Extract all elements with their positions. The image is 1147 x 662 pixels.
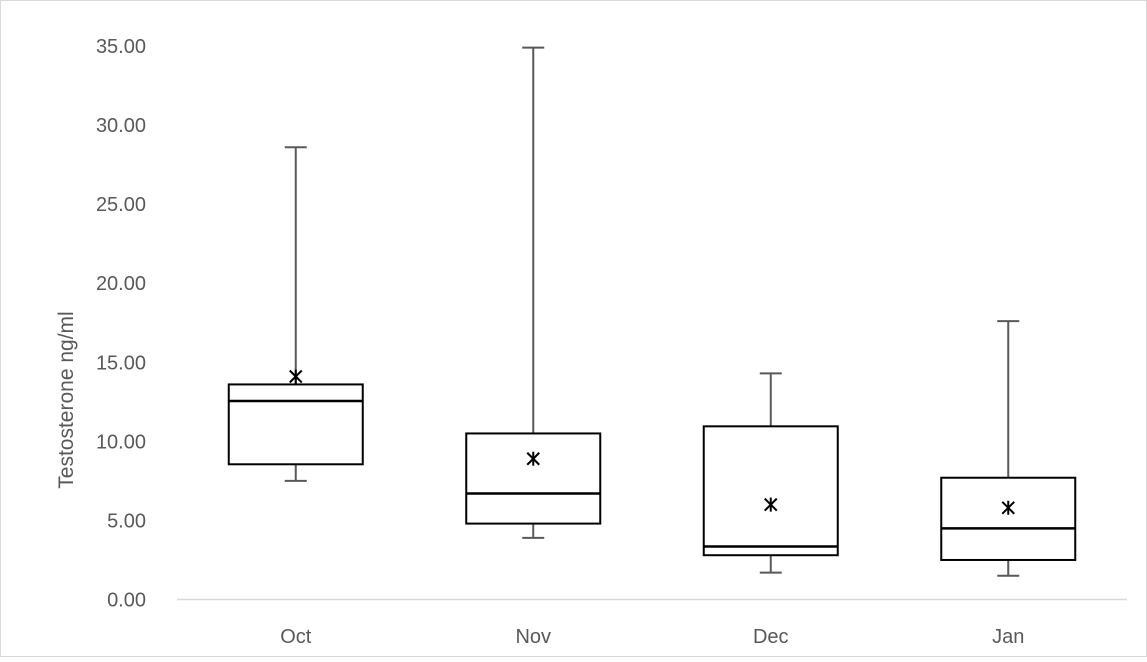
iqr-box	[702, 425, 839, 557]
box-group-nov	[465, 46, 602, 539]
x-axis: Oct Nov Dec Jan	[177, 598, 1127, 648]
box-group-jan	[940, 320, 1077, 577]
y-tick-label: 10.00	[96, 431, 146, 453]
y-tick-label: 20.00	[96, 273, 146, 295]
y-axis-title: Testosterone ng/ml	[55, 311, 78, 488]
y-tick-label: 5.00	[107, 510, 146, 532]
mean-marker	[289, 369, 303, 384]
y-tick-label: 15.00	[96, 352, 146, 374]
x-tick-label: Jan	[992, 626, 1024, 648]
boxes-layer	[227, 46, 1077, 577]
x-tick-label: Nov	[515, 626, 551, 648]
x-tick-label: Dec	[753, 626, 789, 648]
y-axis: 0.00 5.00 10.00 15.00 20.00 25.00 30.00 35.00	[96, 36, 146, 612]
mean-marker	[764, 497, 778, 512]
iqr-box	[227, 383, 364, 466]
y-tick-label: 35.00	[96, 36, 146, 58]
mean-marker	[526, 451, 540, 466]
box-group-oct	[227, 146, 364, 482]
y-tick-label: 30.00	[96, 115, 146, 137]
mean-marker	[1001, 500, 1015, 515]
iqr-box	[940, 476, 1077, 561]
iqr-box	[465, 432, 602, 525]
y-tick-label: 25.00	[96, 194, 146, 216]
x-tick-label: Oct	[280, 626, 312, 648]
y-tick-label: 0.00	[107, 590, 146, 612]
box-group-dec	[702, 372, 839, 574]
